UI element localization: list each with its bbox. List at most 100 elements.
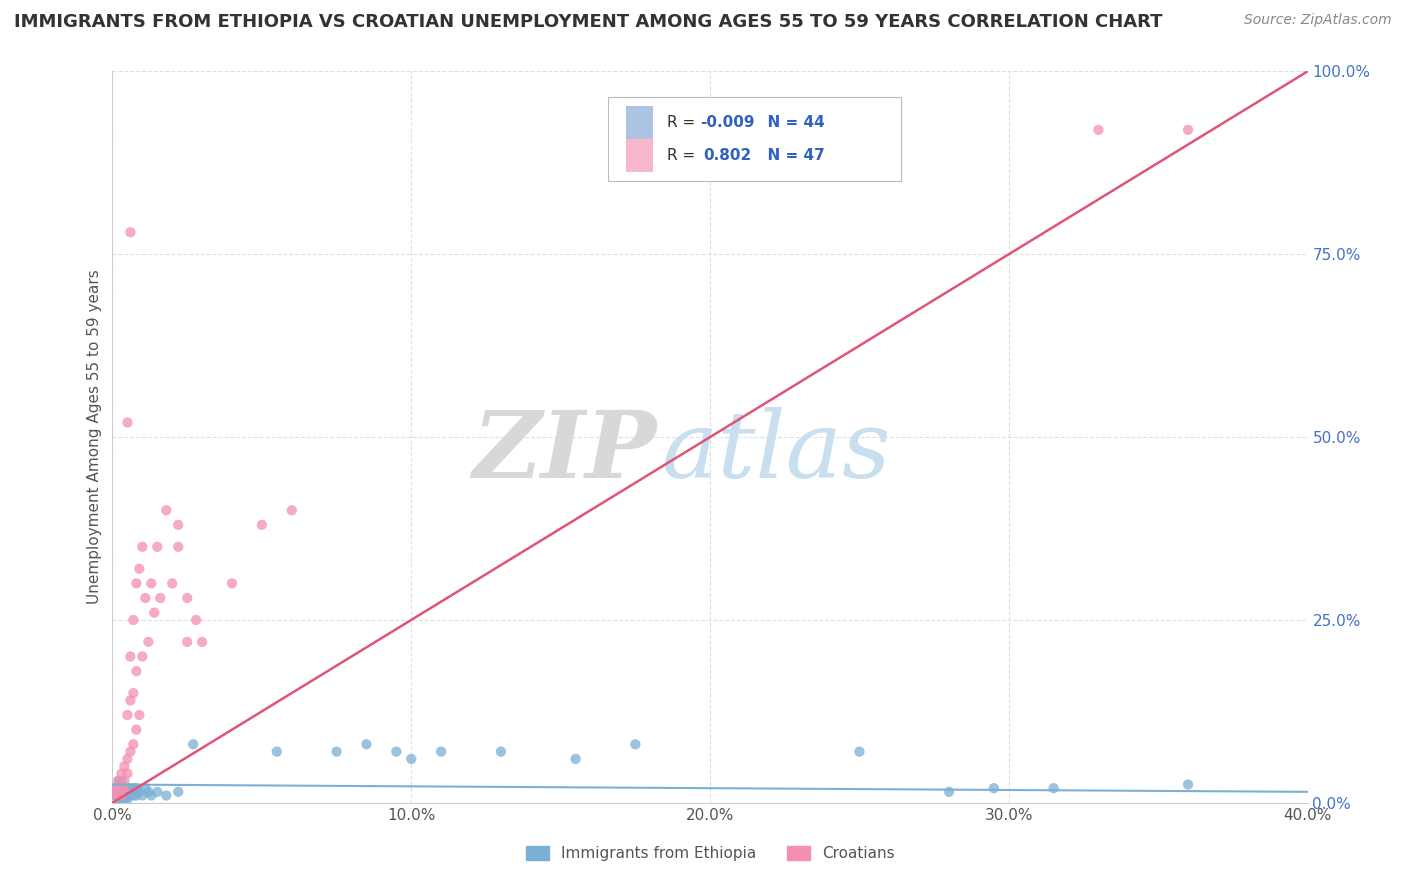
FancyBboxPatch shape [627,105,652,138]
Point [167,785,190,799]
Text: IMMIGRANTS FROM ETHIOPIA VS CROATIAN UNEMPLOYMENT AMONG AGES 55 TO 59 YEARS CORR: IMMIGRANTS FROM ETHIOPIA VS CROATIAN UNE… [14,13,1163,31]
Point [149,591,172,605]
Point [125,576,148,591]
Point [138,635,160,649]
Point [114,781,135,796]
Point [110,781,132,796]
Point [128,562,150,576]
Point [104,781,127,796]
FancyBboxPatch shape [609,97,901,181]
Text: N = 44: N = 44 [756,114,824,129]
Point [141,576,163,591]
Point [107,792,129,806]
Point [938,785,960,799]
Point [181,737,204,751]
Point [110,766,132,780]
Point [155,503,177,517]
Point [489,745,512,759]
Point [114,792,135,806]
Point [125,664,148,678]
Point [167,517,190,532]
Text: N = 47: N = 47 [756,148,824,163]
Point [128,708,150,723]
Point [131,649,153,664]
Point [134,781,156,796]
Point [117,752,139,766]
Point [122,781,145,796]
Point [104,789,127,803]
Point [117,789,139,803]
Point [120,745,142,759]
Y-axis label: Unemployment Among Ages 55 to 59 years: Unemployment Among Ages 55 to 59 years [87,269,103,605]
Point [281,503,304,517]
Point [128,785,150,799]
Point [325,745,347,759]
Point [191,635,214,649]
Point [430,745,453,759]
Point [385,745,408,759]
Point [114,789,135,803]
Text: Source: ZipAtlas.com: Source: ZipAtlas.com [1244,13,1392,28]
Point [221,576,243,591]
Point [167,540,190,554]
Point [110,789,132,803]
Legend: Immigrants from Ethiopia, Croatians: Immigrants from Ethiopia, Croatians [526,846,894,861]
Point [401,752,423,766]
Point [110,781,132,796]
Point [114,759,135,773]
Point [131,789,153,803]
Point [104,781,127,796]
Point [122,789,145,803]
Point [120,649,142,664]
Point [848,745,870,759]
Point [146,540,169,554]
Point [110,792,132,806]
Text: ZIP: ZIP [472,407,657,497]
Point [107,773,129,788]
Point [125,723,148,737]
Point [107,773,129,788]
Point [117,416,139,430]
Point [117,766,139,780]
Point [131,540,153,554]
FancyBboxPatch shape [627,139,652,172]
Point [120,225,142,239]
Point [110,789,132,803]
Point [146,785,169,799]
Point [250,517,273,532]
Text: R =: R = [666,114,700,129]
Point [110,773,132,788]
Point [1042,781,1064,796]
Point [138,785,160,799]
Point [122,686,145,700]
Point [143,606,166,620]
Point [176,635,198,649]
Point [1177,778,1199,792]
Point [107,789,129,803]
Point [134,591,156,605]
Point [162,576,183,591]
Point [117,781,139,796]
Point [186,613,208,627]
Point [141,789,163,803]
Point [125,781,148,796]
Point [176,591,198,605]
Text: -0.009: -0.009 [700,114,755,129]
Point [120,693,142,707]
Point [1177,123,1199,137]
Text: 0.802: 0.802 [703,148,751,163]
Point [114,781,135,796]
Text: atlas: atlas [662,407,891,497]
Point [266,745,288,759]
Point [120,789,142,803]
Text: R =: R = [666,148,704,163]
Point [155,789,177,803]
Point [107,789,129,803]
Point [114,773,135,788]
Point [117,792,139,806]
Point [104,789,127,803]
Point [564,752,586,766]
Point [117,708,139,723]
Point [983,781,1005,796]
Point [1087,123,1109,137]
